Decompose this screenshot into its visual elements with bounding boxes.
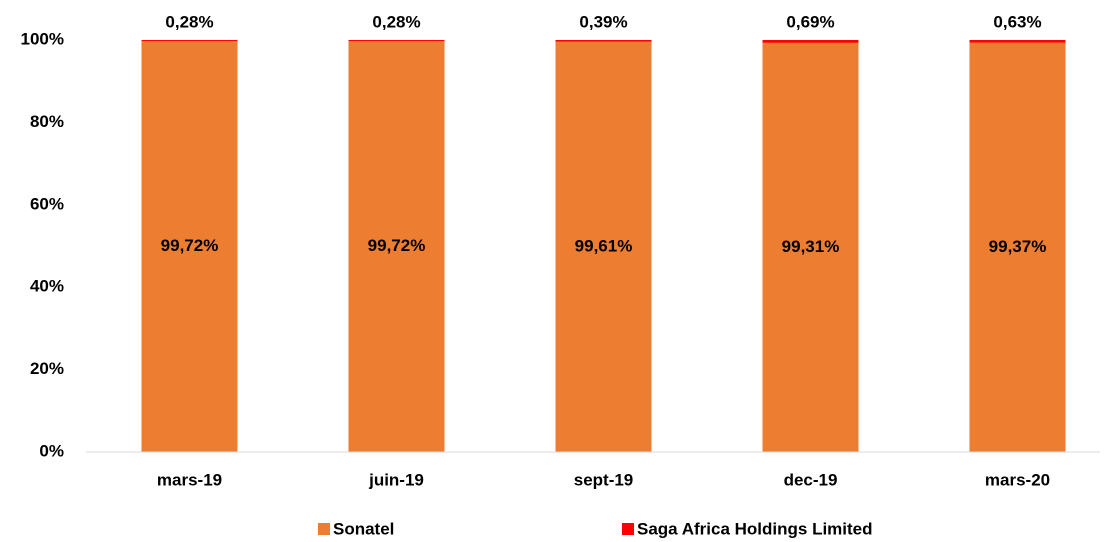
data-label: 99,72% (368, 236, 426, 255)
legend-label: Saga Africa Holdings Limited (637, 519, 873, 538)
y-tick-label: 40% (30, 277, 64, 296)
data-label: 0,63% (993, 12, 1041, 31)
legend-swatch (622, 523, 634, 535)
y-tick-label: 100% (21, 29, 64, 48)
data-label: 0,28% (165, 12, 213, 31)
data-label: 99,72% (161, 236, 219, 255)
x-tick-label: dec-19 (784, 470, 838, 489)
x-tick-label: sept-19 (574, 470, 634, 489)
y-tick-label: 80% (30, 112, 64, 131)
data-label: 0,39% (579, 12, 627, 31)
bar-segment (969, 40, 1066, 43)
bar-segment (141, 40, 238, 42)
y-tick-label: 60% (30, 194, 64, 213)
x-tick-label: mars-19 (157, 470, 222, 489)
bar-segment (348, 41, 445, 453)
data-label: 0,28% (372, 12, 420, 31)
x-tick-label: juin-19 (368, 470, 424, 489)
bar-segment (555, 41, 652, 452)
bar-segment (762, 42, 859, 452)
data-label: 99,61% (575, 236, 633, 255)
data-label: 99,31% (782, 237, 840, 256)
bar-segment (969, 42, 1066, 452)
y-tick-label: 20% (30, 359, 64, 378)
legend-swatch (318, 523, 330, 535)
legend-label: Sonatel (333, 519, 394, 538)
bar-segment (762, 40, 859, 43)
bar-segment (348, 40, 445, 42)
bar-segment (141, 41, 238, 453)
bar-segment (555, 40, 652, 42)
data-label: 0,69% (786, 12, 834, 31)
x-tick-label: mars-20 (985, 470, 1050, 489)
data-label: 99,37% (989, 237, 1047, 256)
y-tick-label: 0% (39, 441, 64, 460)
